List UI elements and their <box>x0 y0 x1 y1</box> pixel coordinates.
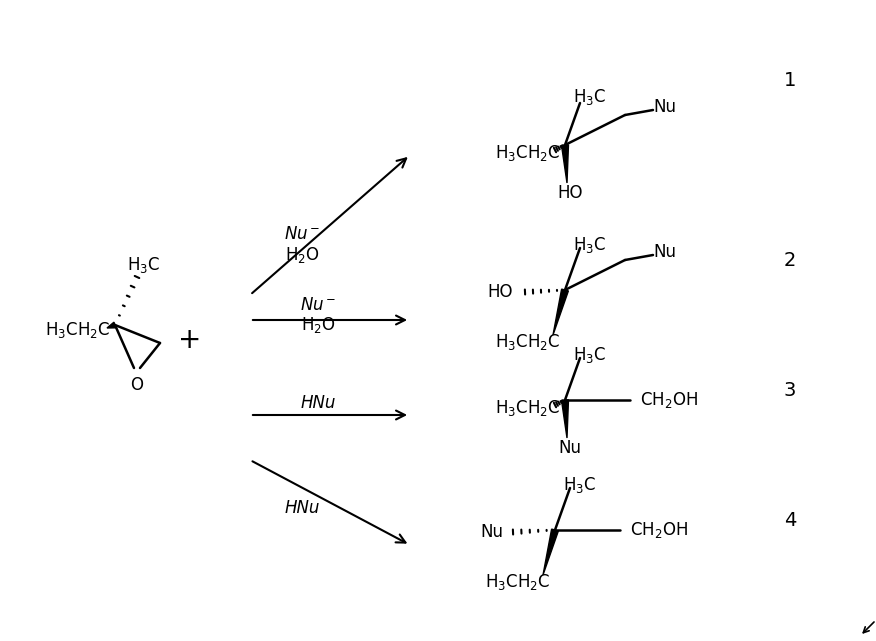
Text: O: O <box>131 376 144 394</box>
Text: H$_3$CH$_2$C: H$_3$CH$_2$C <box>495 143 560 163</box>
Polygon shape <box>562 400 569 438</box>
Polygon shape <box>107 322 116 328</box>
Polygon shape <box>562 145 569 183</box>
Text: H$_2$O: H$_2$O <box>285 245 320 265</box>
Text: HO: HO <box>557 184 583 202</box>
Text: H$_3$CH$_2$C: H$_3$CH$_2$C <box>495 332 560 352</box>
Text: H$_3$CH$_2$C: H$_3$CH$_2$C <box>484 572 550 592</box>
Text: Nu: Nu <box>653 243 676 261</box>
Text: H$_3$C: H$_3$C <box>127 255 160 275</box>
Text: CH$_2$OH: CH$_2$OH <box>630 520 689 540</box>
Text: H$_3$C: H$_3$C <box>563 475 597 495</box>
Text: Nu: Nu <box>480 523 503 541</box>
Text: H$_3$CH$_2$C: H$_3$CH$_2$C <box>45 320 110 340</box>
Polygon shape <box>543 529 558 575</box>
Text: H$_3$CH$_2$C: H$_3$CH$_2$C <box>495 398 560 418</box>
Text: H$_2$O: H$_2$O <box>300 315 336 335</box>
Text: H$_3$C: H$_3$C <box>573 235 606 255</box>
Text: 3: 3 <box>784 381 796 399</box>
Text: Nu$^-$: Nu$^-$ <box>284 225 320 243</box>
Text: +: + <box>179 326 201 354</box>
Text: Nu$^-$: Nu$^-$ <box>300 296 336 314</box>
Text: HO: HO <box>488 283 513 301</box>
Text: 4: 4 <box>784 510 796 529</box>
Text: H$_3$C: H$_3$C <box>573 87 606 107</box>
Text: 2: 2 <box>784 251 796 269</box>
Text: Nu: Nu <box>559 439 582 457</box>
Text: HNu: HNu <box>300 394 336 412</box>
Text: HNu: HNu <box>285 499 320 517</box>
Text: 1: 1 <box>784 71 796 90</box>
Polygon shape <box>553 289 569 335</box>
Text: CH$_2$OH: CH$_2$OH <box>640 390 698 410</box>
Text: H$_3$C: H$_3$C <box>573 345 606 365</box>
Text: Nu: Nu <box>653 98 676 116</box>
